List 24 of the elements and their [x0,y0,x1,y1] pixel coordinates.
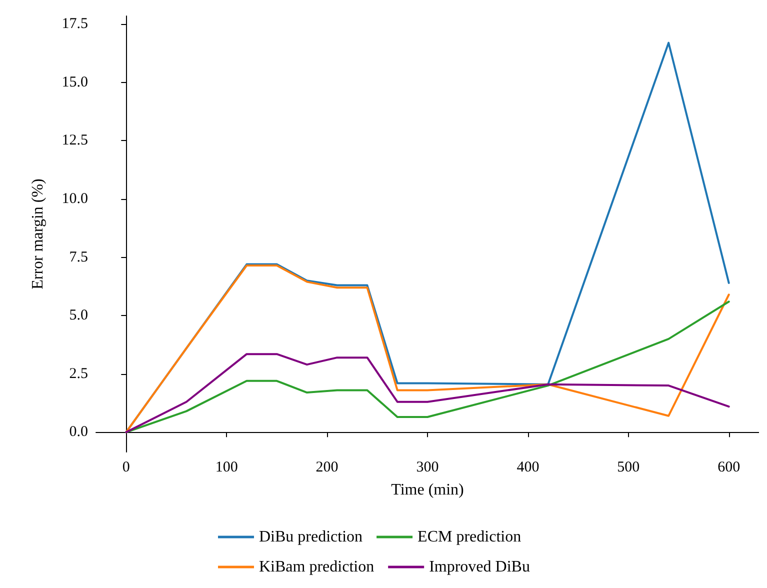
x-tick-label: 100 [215,460,238,476]
legend-label: DiBu prediction [259,528,363,546]
y-tick-label: 15.0 [62,74,88,90]
x-tick-label: 0 [122,460,130,476]
y-axis-title: Error margin (%) [30,178,46,290]
legend-label: Improved DiBu [429,558,530,576]
legend-label: ECM prediction [418,528,522,546]
x-tick-label: 600 [718,460,740,476]
y-tick-label: 7.5 [69,249,88,266]
y-tick-label: 12.5 [62,132,88,149]
x-tick-label: 400 [516,460,540,476]
y-tick-label: 2.5 [69,366,88,382]
line-series [125,300,730,434]
line-series [125,264,730,434]
legend-label: KiBam prediction [259,558,374,576]
x-tick-label: 500 [617,460,640,476]
y-tick-label: 0.0 [69,424,88,440]
x-tick-label: 300 [416,460,439,476]
y-tick-label: 17.5 [62,16,88,32]
y-tick-label: 5.0 [69,308,88,324]
y-tick-label: 10.0 [62,191,88,208]
line-series [125,353,730,434]
x-axis-title: Time (min) [391,482,464,498]
x-tick-label: 200 [316,460,338,476]
